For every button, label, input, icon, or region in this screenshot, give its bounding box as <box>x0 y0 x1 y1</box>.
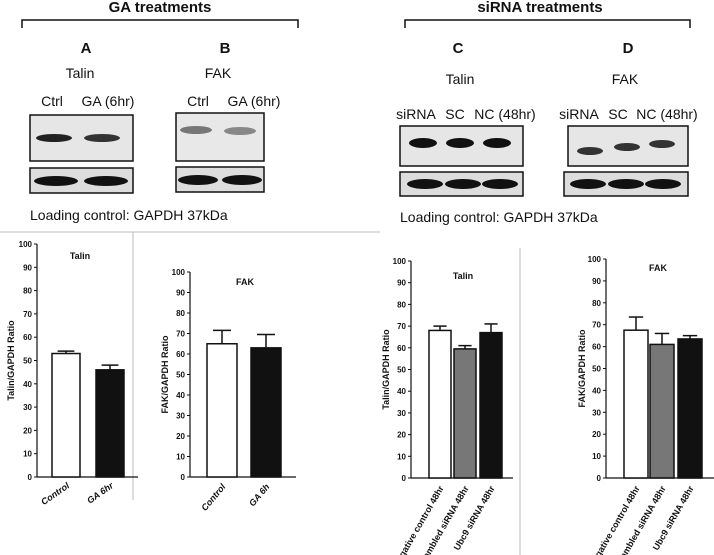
y-tick-label: 50 <box>176 371 185 380</box>
panel-letter: B <box>220 40 231 57</box>
loading-control: Loading control: GAPDH 37kDa <box>30 207 228 223</box>
group-title: GA treatments <box>109 0 212 16</box>
y-tick-label: 10 <box>176 453 185 462</box>
panel-letter: A <box>81 40 92 57</box>
protein: FAK <box>612 71 639 87</box>
y-axis-label: Talin/GAPDH Ratio <box>381 329 391 410</box>
protein: Talin <box>446 71 475 87</box>
bar <box>453 348 477 479</box>
bar <box>479 331 503 479</box>
y-tick-label: 60 <box>176 350 185 359</box>
lane: GA (6hr) <box>82 93 135 109</box>
y-tick-label: 80 <box>23 287 32 296</box>
chart-title: Talin <box>70 251 90 261</box>
y-tick-label: 70 <box>397 322 406 331</box>
y-tick-label: 100 <box>19 240 33 249</box>
y-tick-label: 60 <box>397 344 406 353</box>
chart-title: FAK <box>649 263 668 273</box>
y-tick-label: 70 <box>23 310 32 319</box>
y-tick-label: 100 <box>393 257 407 266</box>
bar <box>51 352 81 478</box>
y-tick-label: 90 <box>592 277 601 286</box>
panel-letter: C <box>453 40 464 57</box>
loading-control: Loading control: GAPDH 37kDa <box>400 209 598 225</box>
lane: siRNA <box>559 106 599 122</box>
bar <box>206 343 238 478</box>
y-tick-label: 60 <box>592 343 601 352</box>
bracket <box>404 19 691 28</box>
lane: SC <box>608 106 627 122</box>
panel-letter: D <box>623 40 634 57</box>
lane: SC <box>445 106 464 122</box>
y-tick-label: 0 <box>28 473 33 482</box>
y-tick-label: 30 <box>176 412 185 421</box>
y-tick-label: 80 <box>592 299 601 308</box>
blots <box>29 112 689 197</box>
y-tick-label: 90 <box>23 263 32 272</box>
y-tick-label: 0 <box>181 473 186 482</box>
y-tick-label: 0 <box>597 474 602 483</box>
protein: Talin <box>66 65 95 81</box>
bar <box>649 343 675 479</box>
y-tick-label: 10 <box>23 450 32 459</box>
y-tick-label: 70 <box>176 330 185 339</box>
y-tick-label: 40 <box>397 387 406 396</box>
y-tick-label: 30 <box>397 409 406 418</box>
bar <box>250 347 282 478</box>
lane: Ctrl <box>187 93 209 109</box>
y-tick-label: 100 <box>172 268 186 277</box>
y-tick-label: 10 <box>397 452 406 461</box>
x-tick-label: GA 6hr <box>85 480 115 505</box>
y-axis-label: FAK/GAPDH Ratio <box>160 335 170 414</box>
y-tick-label: 70 <box>592 321 601 330</box>
bar <box>623 329 649 479</box>
lane: Ctrl <box>41 93 63 109</box>
lane: GA (6hr) <box>228 93 281 109</box>
group-title: siRNA treatments <box>477 0 602 16</box>
y-tick-label: 20 <box>23 426 32 435</box>
y-tick-label: 90 <box>397 279 406 288</box>
chart-title: FAK <box>236 277 255 287</box>
lane: NC (48hr) <box>474 106 535 122</box>
lane: siRNA <box>396 106 436 122</box>
y-tick-label: 0 <box>402 474 407 483</box>
y-tick-label: 50 <box>397 366 406 375</box>
x-tick-label: Control <box>199 481 228 512</box>
y-tick-label: 10 <box>592 452 601 461</box>
y-tick-label: 80 <box>176 309 185 318</box>
y-tick-label: 40 <box>23 380 32 389</box>
x-tick-label: GA 6h <box>247 481 272 508</box>
y-tick-label: 30 <box>23 403 32 412</box>
y-tick-label: 20 <box>397 431 406 440</box>
chart-title: Talin <box>453 271 473 281</box>
lane: NC (48hr) <box>636 106 697 122</box>
y-axis-label: FAK/GAPDH Ratio <box>577 329 587 408</box>
bar <box>677 338 703 479</box>
y-tick-label: 60 <box>23 333 32 342</box>
y-tick-label: 80 <box>397 300 406 309</box>
y-tick-label: 20 <box>176 432 185 441</box>
bracket <box>21 19 299 28</box>
y-tick-label: 40 <box>176 391 185 400</box>
y-tick-label: 100 <box>588 255 602 264</box>
y-tick-label: 50 <box>23 357 32 366</box>
y-tick-label: 40 <box>592 386 601 395</box>
x-tick-label: Control <box>39 480 71 507</box>
bar <box>428 329 452 479</box>
bar <box>95 369 125 478</box>
y-tick-label: 50 <box>592 365 601 374</box>
y-tick-label: 90 <box>176 289 185 298</box>
y-tick-label: 20 <box>592 430 601 439</box>
y-axis-label: Talin/GAPDH Ratio <box>6 320 16 401</box>
protein: FAK <box>205 65 232 81</box>
y-tick-label: 30 <box>592 408 601 417</box>
